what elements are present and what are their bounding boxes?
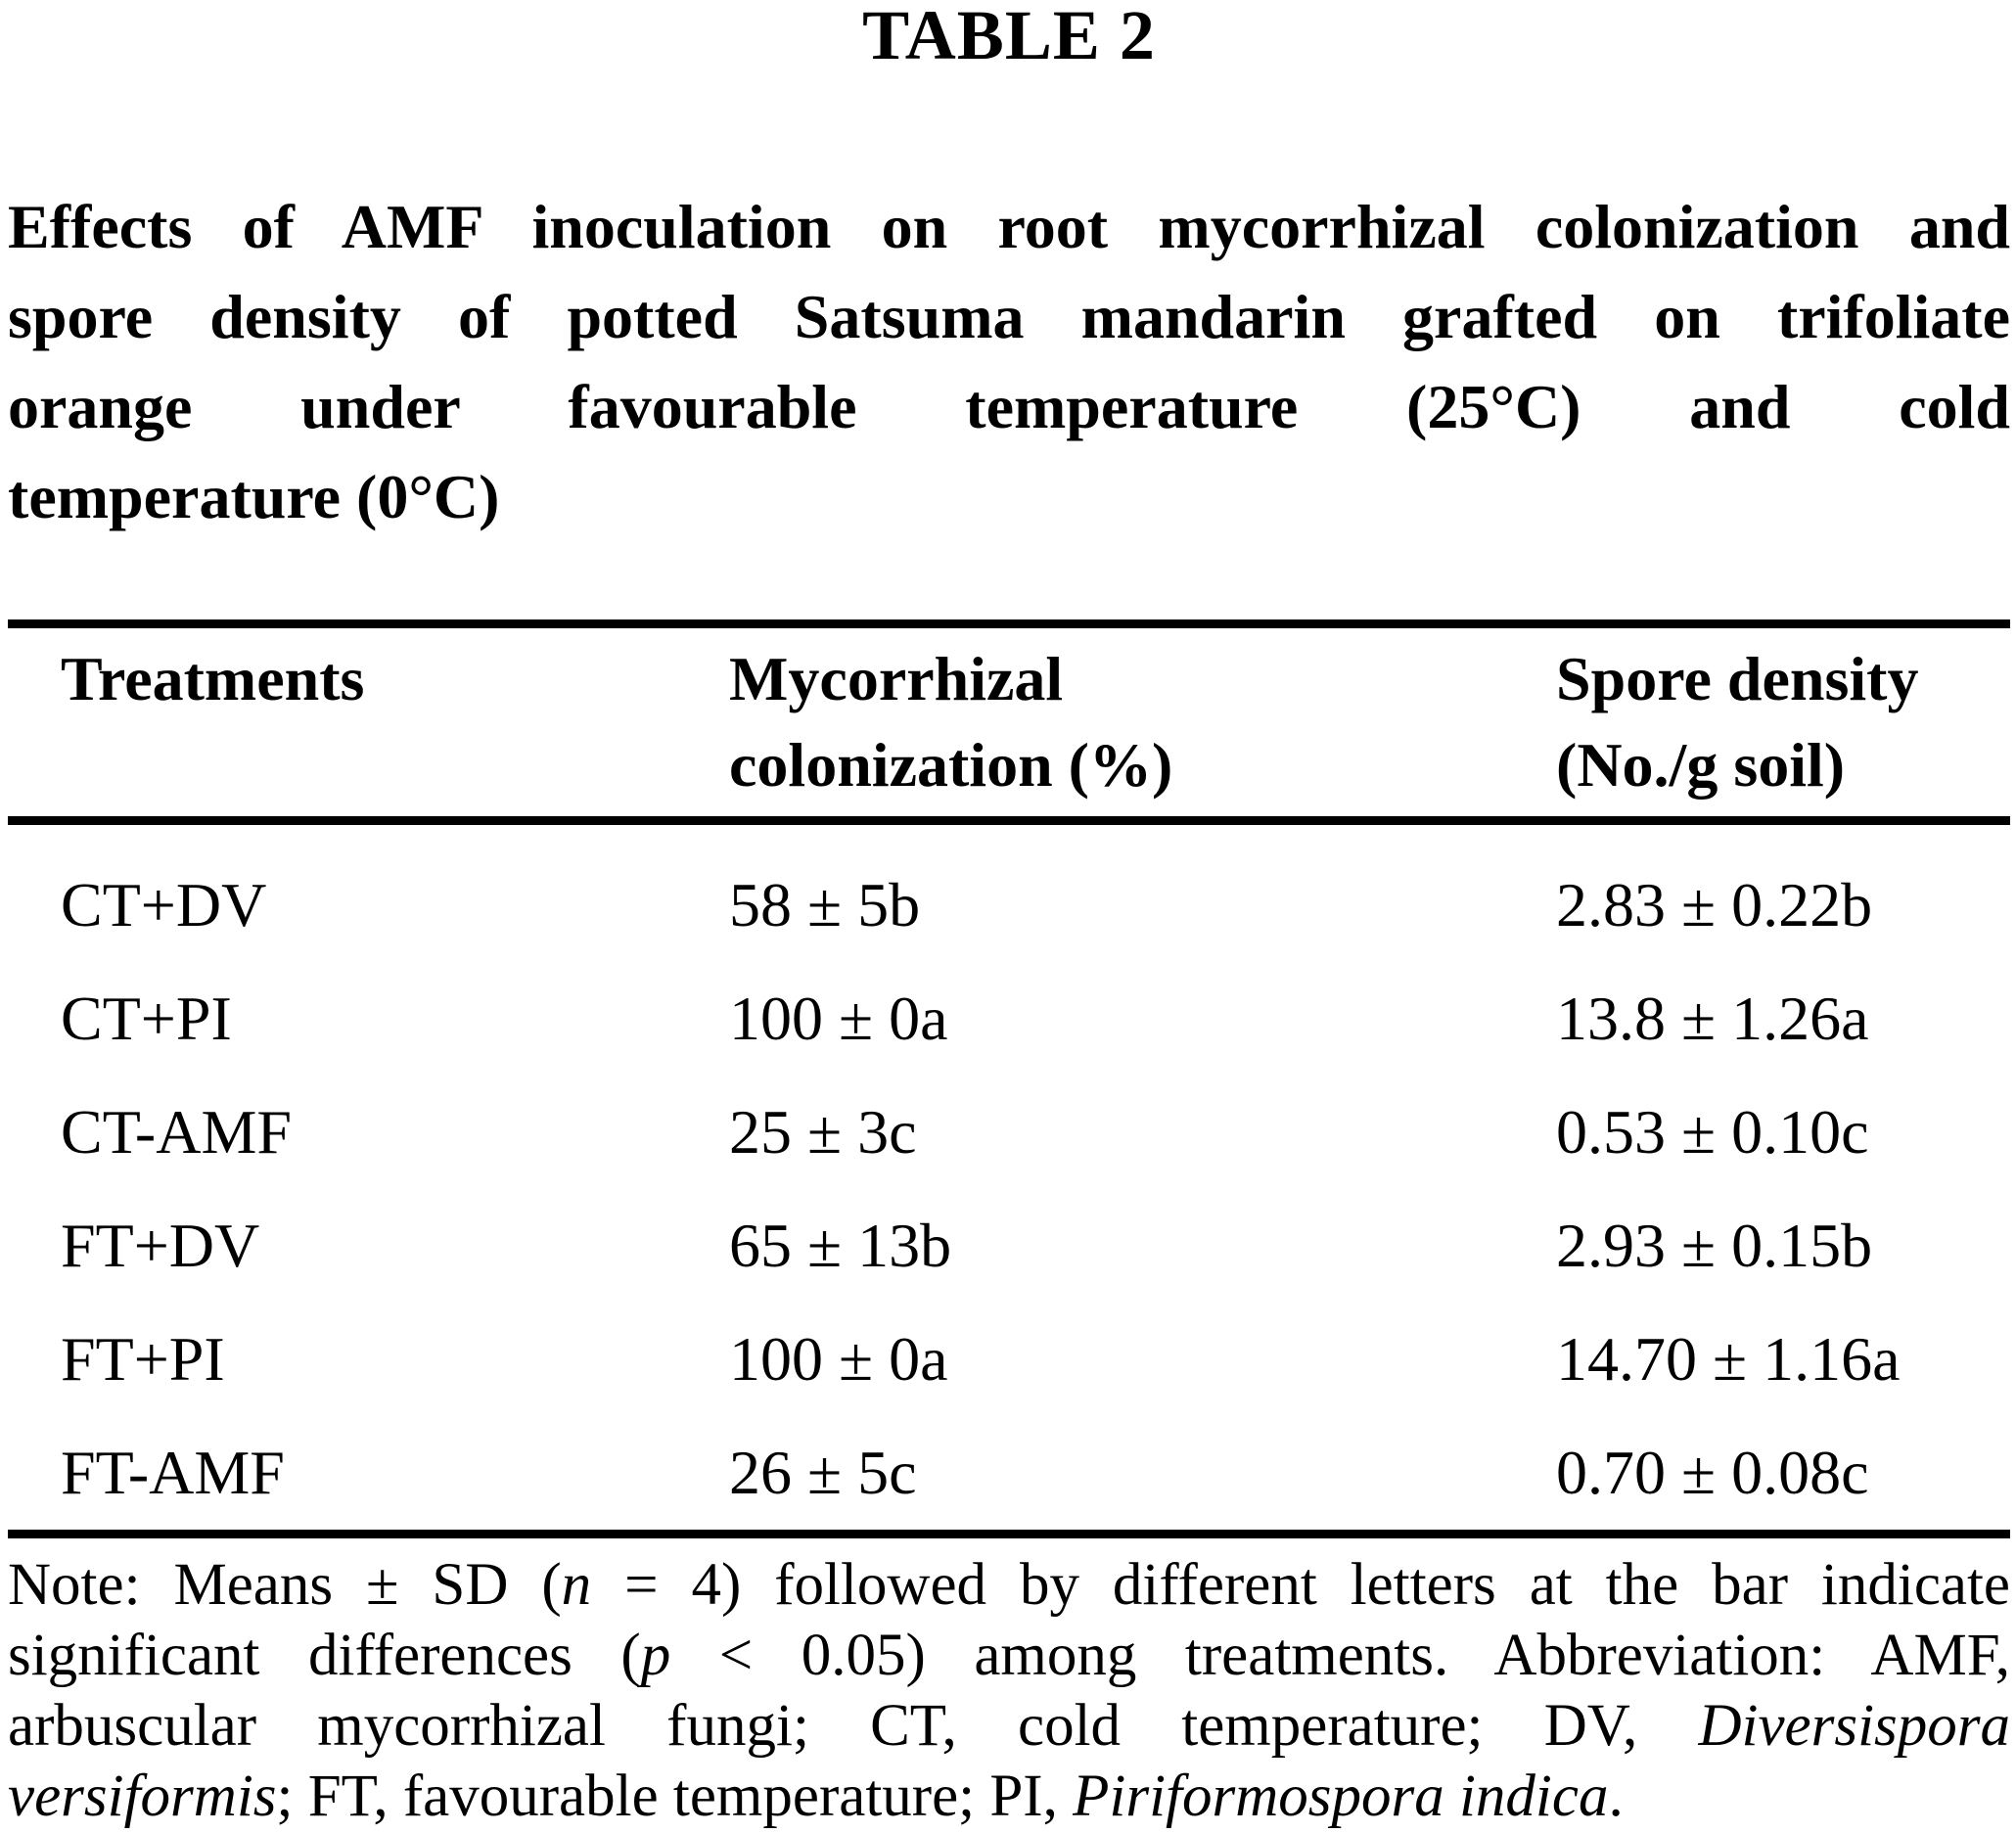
note-text: significant differences ( [8, 1623, 641, 1688]
header-colonization-line2: colonization (%) [729, 730, 1173, 800]
colonization-cell: 26 ± 5c [729, 1438, 917, 1507]
table-row: CT+DV 58 ± 5b 2.83 ± 0.22b [8, 848, 2010, 962]
spore-density-cell: 2.83 ± 0.22b [1556, 870, 1873, 939]
treatment-cell: CT-AMF [61, 1097, 292, 1167]
colonization-cell: 58 ± 5b [729, 870, 921, 939]
note-line: Note: Means ± SD (n = 4) followed by dif… [8, 1550, 2010, 1621]
table-label: TABLE 2 [862, 0, 1156, 74]
treatment-cell: FT-AMF [61, 1438, 285, 1507]
table-caption: Effects of AMF inoculation on root mycor… [8, 182, 2010, 542]
table-row: FT+PI 100 ± 0a 14.70 ± 1.16a [8, 1303, 2010, 1416]
note-text: . [1608, 1764, 1624, 1829]
table-body: CT+DV 58 ± 5b 2.83 ± 0.22b CT+PI 100 ± 0… [8, 825, 2010, 1530]
note-text: = 4) followed by different letters at th… [591, 1552, 2011, 1618]
caption-line: temperature (0°C) [8, 462, 500, 531]
header-treatments-line1: Treatments [61, 644, 365, 713]
table-header-row: Treatments Mycorrhizal colonization (%) … [8, 628, 2010, 816]
spore-density-cell: 2.93 ± 0.15b [1556, 1211, 1873, 1280]
treatment-cell: CT+DV [61, 870, 267, 939]
header-spore-line1: Spore density [1556, 644, 1919, 713]
treatment-cell: FT+DV [61, 1211, 260, 1280]
treatment-cell: FT+PI [61, 1324, 225, 1394]
colonization-cell: 65 ± 13b [729, 1211, 952, 1280]
table-row: CT-AMF 25 ± 3c 0.53 ± 0.10c [8, 1076, 2010, 1189]
header-cell-spore-density: Spore density (No./g soil) [1556, 636, 2010, 808]
spore-density-cell: 0.70 ± 0.08c [1556, 1438, 1869, 1507]
note-italic-species: Diversispora [1698, 1693, 2010, 1759]
note-italic-species: versiformis [8, 1764, 277, 1829]
table-bottom-rule [8, 1530, 2010, 1538]
spore-density-cell: 0.53 ± 0.10c [1556, 1097, 1869, 1167]
header-cell-mycorrhizal-colonization: Mycorrhizal colonization (%) [729, 636, 1556, 808]
note-text: arbuscular mycorrhizal fungi; CT, cold t… [8, 1693, 1699, 1759]
caption-line: orange under favourable temperature (25°… [8, 372, 2010, 441]
note-text: ; FT, favourable temperature; PI, [276, 1764, 1074, 1829]
treatment-cell: CT+PI [61, 984, 232, 1053]
table-note: Note: Means ± SD (n = 4) followed by dif… [8, 1550, 2010, 1832]
note-italic-p: p [640, 1623, 671, 1688]
note-text: < 0.05) among treatments. Abbreviation: … [670, 1623, 2010, 1688]
note-text: Note: Means ± SD ( [8, 1552, 562, 1618]
note-line: arbuscular mycorrhizal fungi; CT, cold t… [8, 1691, 2010, 1762]
note-italic-n: n [561, 1552, 592, 1618]
header-colonization-line1: Mycorrhizal [729, 644, 1064, 713]
spore-density-cell: 13.8 ± 1.26a [1556, 984, 1869, 1053]
note-line: significant differences (p < 0.05) among… [8, 1621, 2010, 1691]
table-row: FT-AMF 26 ± 5c 0.70 ± 0.08c [8, 1416, 2010, 1530]
table-row: CT+PI 100 ± 0a 13.8 ± 1.26a [8, 962, 2010, 1076]
caption-line: spore density of potted Satsuma mandarin… [8, 282, 2010, 351]
colonization-cell: 100 ± 0a [729, 1324, 948, 1394]
table-header-rule [8, 816, 2010, 825]
note-italic-species: Piriformospora indica [1073, 1764, 1609, 1829]
table-row: FT+DV 65 ± 13b 2.93 ± 0.15b [8, 1189, 2010, 1303]
colonization-cell: 25 ± 3c [729, 1097, 917, 1167]
colonization-cell: 100 ± 0a [729, 984, 948, 1053]
caption-line: Effects of AMF inoculation on root mycor… [8, 192, 2010, 261]
header-cell-treatments: Treatments [8, 636, 729, 808]
header-spore-line2: (No./g soil) [1556, 730, 1846, 800]
table-top-rule [8, 619, 2010, 628]
note-line: versiformis; FT, favourable temperature;… [8, 1762, 2010, 1832]
spore-density-cell: 14.70 ± 1.16a [1556, 1324, 1901, 1394]
